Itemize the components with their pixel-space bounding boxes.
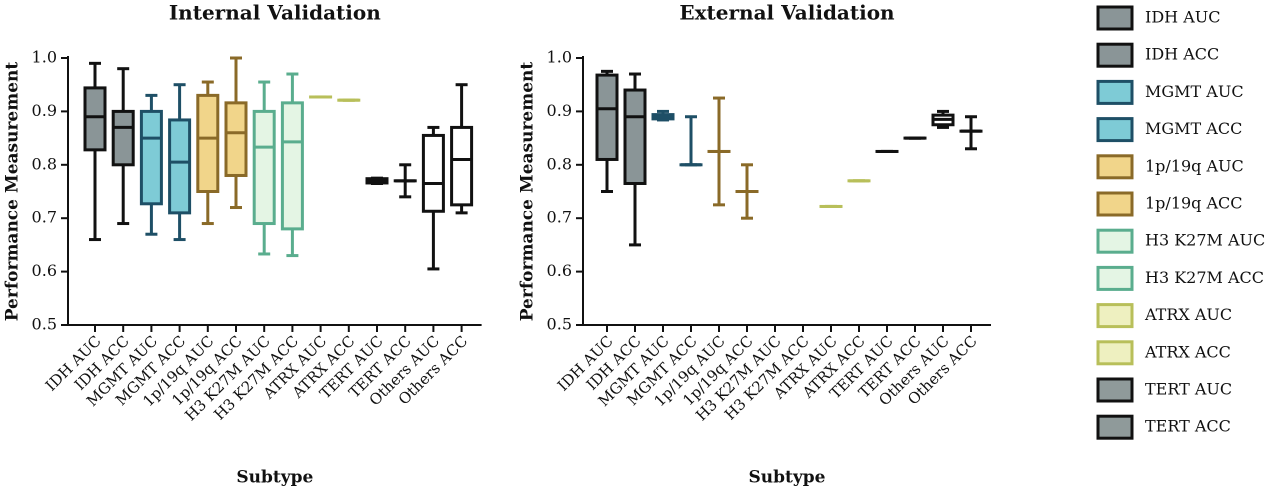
box: [139, 109, 163, 206]
legend-swatch: [1096, 154, 1134, 180]
chart-title: Internal Validation: [169, 1, 381, 25]
y-axis-title: Performance Measurement: [518, 62, 538, 322]
legend-label: ATRX ACC: [1144, 342, 1231, 361]
y-tick-label: 0.9: [32, 101, 57, 120]
y-tick-label: 0.5: [547, 315, 572, 334]
legend-label: MGMT AUC: [1145, 82, 1244, 101]
y-tick-label: 0.6: [547, 261, 572, 280]
box: [421, 133, 445, 213]
box: [83, 86, 107, 152]
legend-label: ATRX AUC: [1144, 305, 1232, 324]
legend-label: H3 K27M AUC: [1145, 231, 1265, 250]
legend-label: MGMT ACC: [1145, 119, 1242, 138]
legend-label: 1p/19q ACC: [1145, 194, 1243, 213]
chart-title: External Validation: [679, 1, 895, 25]
y-tick-label: 1.0: [32, 48, 57, 67]
y-axis-title: Performance Measurement: [3, 62, 23, 322]
legend-swatch: [1096, 228, 1134, 254]
box: [623, 88, 647, 185]
y-tick-label: 0.9: [547, 101, 572, 120]
y-tick-label: 0.7: [547, 208, 572, 227]
box: [595, 73, 619, 161]
legend-swatch: [1096, 265, 1134, 291]
box: [168, 118, 192, 215]
y-tick-label: 0.8: [32, 154, 57, 173]
y-tick-label: 0.5: [32, 315, 57, 334]
x-axis-title: Subtype: [236, 468, 313, 488]
legend-swatch: [1096, 79, 1134, 105]
box: [196, 93, 220, 193]
legend-label: 1p/19q AUC: [1145, 156, 1244, 175]
legend-swatch: [1096, 340, 1134, 366]
legend-swatch: [1096, 42, 1134, 68]
box: [111, 109, 135, 167]
legend-label: TERT ACC: [1145, 417, 1231, 436]
box: [252, 109, 276, 226]
legend-swatch: [1096, 191, 1134, 217]
legend-swatch: [1096, 117, 1134, 143]
y-tick-label: 0.6: [32, 261, 57, 280]
y-tick-label: 0.8: [547, 154, 572, 173]
y-tick-label: 0.7: [32, 208, 57, 227]
box: [450, 125, 474, 207]
box: [224, 101, 248, 177]
legend-swatch: [1096, 377, 1134, 403]
x-axis-title: Subtype: [749, 468, 826, 488]
legend-swatch: [1096, 414, 1134, 440]
box: [280, 101, 304, 231]
legend-swatch: [1096, 303, 1134, 329]
legend-label: TERT AUC: [1145, 380, 1232, 399]
legend-label: H3 K27M ACC: [1145, 268, 1264, 287]
legend-swatch: [1096, 5, 1134, 31]
legend-label: IDH ACC: [1145, 45, 1219, 64]
y-tick-label: 1.0: [547, 48, 572, 67]
legend-label: IDH AUC: [1145, 8, 1220, 27]
